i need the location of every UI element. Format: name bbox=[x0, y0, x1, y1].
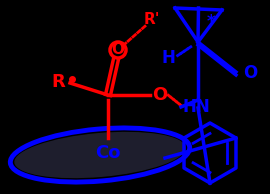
Text: Co: Co bbox=[95, 144, 121, 162]
Circle shape bbox=[110, 42, 126, 58]
Text: HN: HN bbox=[183, 98, 211, 116]
Text: H: H bbox=[161, 49, 175, 67]
Text: O: O bbox=[152, 86, 168, 104]
Text: O: O bbox=[243, 64, 257, 82]
Text: R: R bbox=[51, 73, 65, 91]
Text: R': R' bbox=[144, 12, 160, 28]
Ellipse shape bbox=[14, 132, 186, 178]
Text: O: O bbox=[112, 42, 124, 57]
Text: *: * bbox=[207, 13, 215, 31]
